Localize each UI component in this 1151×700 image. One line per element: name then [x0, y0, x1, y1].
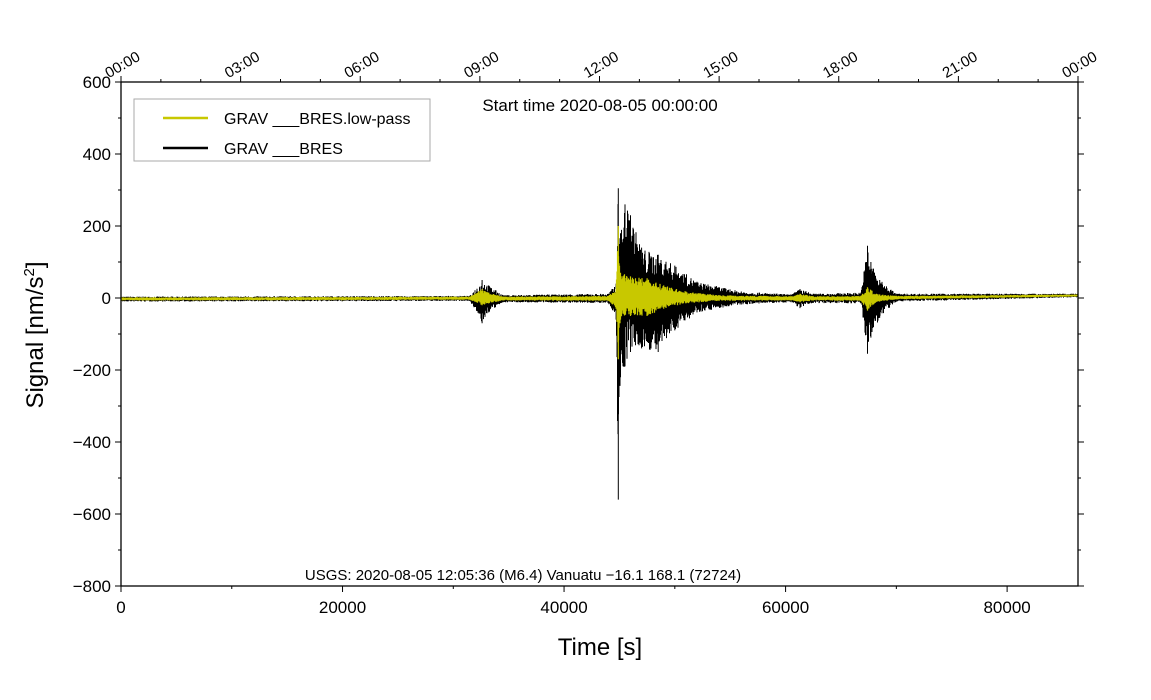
- top-tick-label: 03:00: [222, 48, 263, 81]
- legend-label-lowpass: GRAV ___BRES.low-pass: [224, 111, 410, 128]
- x-tick-label: 60000: [762, 598, 809, 617]
- trace-raw: [120, 188, 1079, 500]
- y-axis-label-sup: 2: [21, 268, 38, 276]
- top-tick-label: 00:00: [102, 48, 143, 81]
- x-tick-label: 80000: [983, 598, 1030, 617]
- top-tick-label: 00:00: [1059, 48, 1100, 81]
- trace-lowpass: [120, 226, 1079, 360]
- y-tick-label: −400: [73, 433, 111, 452]
- y-tick-label: 400: [83, 145, 111, 164]
- trace-path: [120, 188, 1079, 500]
- y-axis-label: Signal [nm/s2]: [21, 261, 49, 408]
- y-tick-label: 0: [102, 289, 111, 308]
- event-annotation: USGS: 2020-08-05 12:05:36 (M6.4) Vanuatu…: [305, 567, 741, 584]
- legend: GRAV ___BRES.low-pass GRAV ___BRES: [133, 98, 431, 162]
- y-tick-label: 200: [83, 217, 111, 236]
- top-tick-label: 21:00: [940, 48, 981, 81]
- traces: [120, 188, 1079, 500]
- y-tick-label: −600: [73, 505, 111, 524]
- trace-path: [120, 226, 1079, 360]
- y-tick-label: −200: [73, 361, 111, 380]
- legend-label-raw: GRAV ___BRES: [224, 141, 343, 158]
- y-tick-label: −800: [73, 577, 111, 596]
- y-axis-label-end: ]: [22, 261, 49, 268]
- y-tick-label: 600: [83, 73, 111, 92]
- top-tick-label: 12:00: [581, 48, 622, 81]
- x-tick-label: 20000: [319, 598, 366, 617]
- x-tick-label: 40000: [540, 598, 587, 617]
- x-axis-label: Time [s]: [558, 634, 642, 661]
- y-axis-label-main: Signal [nm/s: [22, 276, 49, 408]
- top-tick-label: 18:00: [820, 48, 861, 81]
- chart-title: Start time 2020-08-05 00:00:00: [482, 96, 717, 115]
- legend-box: [133, 98, 431, 162]
- top-tick-label: 09:00: [461, 48, 502, 81]
- top-tick-label: 06:00: [341, 48, 382, 81]
- top-tick-label: 15:00: [700, 48, 741, 81]
- x-tick-label: 0: [116, 598, 125, 617]
